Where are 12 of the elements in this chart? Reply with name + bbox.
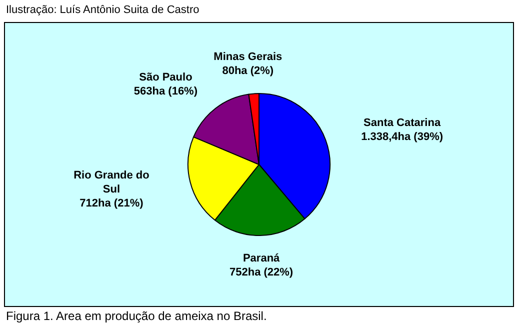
data-label: 1.338,4ha (39%) [361, 130, 444, 143]
text: Figura 1. Area em produção de ameixa no Brasil. [6, 309, 267, 323]
slice-label: Paraná [242, 252, 281, 265]
slice-label: São Paulo [139, 72, 193, 84]
slice-label: Minas Gerais [214, 50, 282, 63]
slice-label: Santa Catarina [364, 116, 442, 129]
text: Ilustração: Luís Antônio Suita de Castro [6, 4, 200, 16]
slice-label: Rio Grande do Sul [74, 170, 150, 196]
data-label: 752ha (22%) [230, 266, 294, 279]
data-label: 80ha (2%) [222, 64, 274, 77]
data-label: 712ha (21%) [80, 198, 144, 210]
data-label: 563ha (16%) [134, 86, 198, 98]
